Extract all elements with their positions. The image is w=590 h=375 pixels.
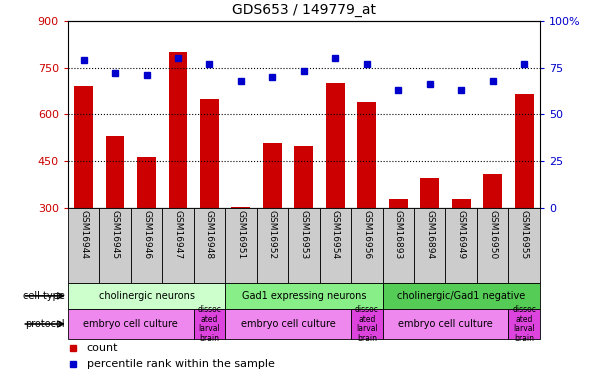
Bar [351,208,382,283]
Bar [74,86,93,302]
Bar [320,208,351,283]
Text: dissoc
ated
larval
brain: dissoc ated larval brain [355,305,379,343]
Bar [194,309,225,339]
Bar [420,178,439,302]
Text: GSM16944: GSM16944 [79,210,88,260]
Bar [382,208,414,283]
Text: GSM16949: GSM16949 [457,210,466,260]
Text: Gad1 expressing neurons: Gad1 expressing neurons [241,291,366,301]
Bar [225,309,351,339]
Bar [445,208,477,283]
Bar [509,208,540,283]
Bar [483,174,502,302]
Bar [169,52,188,302]
Bar [452,199,471,302]
Bar [514,94,533,302]
Bar [225,208,257,283]
Text: embryo cell culture: embryo cell culture [241,319,336,329]
Text: GSM16948: GSM16948 [205,210,214,260]
Bar [358,102,376,302]
Bar [382,309,509,339]
Text: GSM16951: GSM16951 [237,210,245,260]
Bar [263,142,282,302]
Title: GDS653 / 149779_at: GDS653 / 149779_at [232,3,376,17]
Text: count: count [87,343,118,353]
Bar [162,208,194,283]
Text: cholinergic/Gad1 negative: cholinergic/Gad1 negative [397,291,525,301]
Text: percentile rank within the sample: percentile rank within the sample [87,359,274,369]
Bar [389,199,408,302]
Bar [99,208,131,283]
Bar [200,99,219,302]
Text: cell type: cell type [23,291,65,301]
Text: dissoc
ated
larval
brain: dissoc ated larval brain [512,305,536,343]
Bar [294,146,313,302]
Text: cholinergic neurons: cholinergic neurons [99,291,195,301]
Text: GSM16955: GSM16955 [520,210,529,260]
Bar [326,83,345,302]
Bar [231,207,250,302]
Text: embryo cell culture: embryo cell culture [398,319,493,329]
Bar [382,283,540,309]
Text: GSM16954: GSM16954 [331,210,340,260]
Bar [477,208,509,283]
Bar [351,309,382,339]
Text: protocol: protocol [25,319,65,329]
Text: GSM16945: GSM16945 [110,210,120,260]
Text: embryo cell culture: embryo cell culture [83,319,178,329]
Bar [137,157,156,302]
Bar [194,208,225,283]
Bar [131,208,162,283]
Bar [257,208,288,283]
Text: GSM16952: GSM16952 [268,210,277,260]
Bar [106,136,124,302]
Bar [68,283,225,309]
Text: GSM16956: GSM16956 [362,210,371,260]
Text: GSM16950: GSM16950 [488,210,497,260]
Text: GSM16893: GSM16893 [394,210,403,260]
Text: GSM16953: GSM16953 [299,210,309,260]
Bar [68,309,194,339]
Text: GSM16894: GSM16894 [425,210,434,260]
Bar [288,208,320,283]
Text: GSM16947: GSM16947 [173,210,182,260]
Bar [68,208,99,283]
Text: dissoc
ated
larval
brain: dissoc ated larval brain [198,305,221,343]
Text: GSM16946: GSM16946 [142,210,151,260]
Bar [225,283,382,309]
Bar [414,208,445,283]
Bar [509,309,540,339]
